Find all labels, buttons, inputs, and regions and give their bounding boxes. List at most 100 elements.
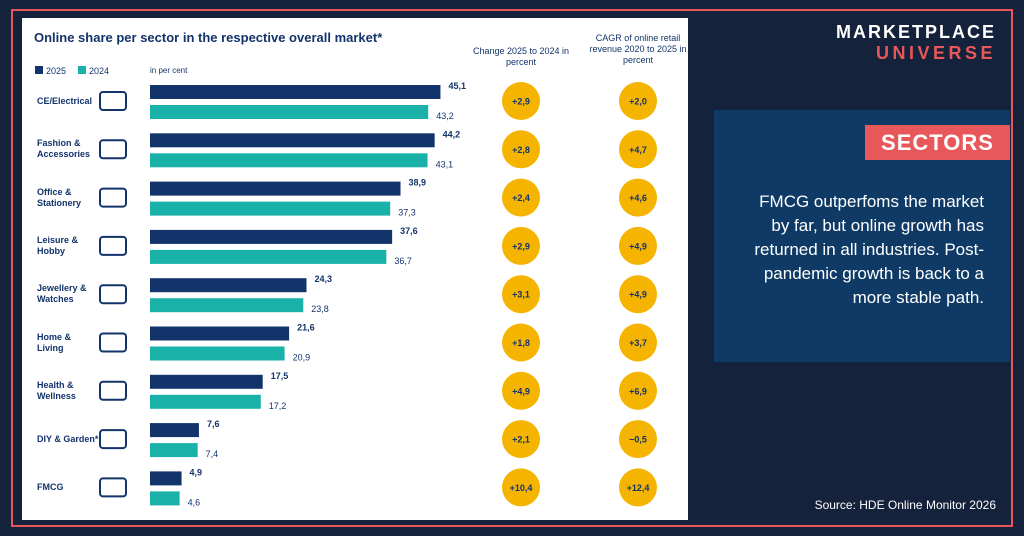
category-icon (99, 91, 127, 111)
change-badge (619, 468, 657, 507)
badge-label: +4,6 (629, 193, 647, 203)
bar (150, 181, 401, 196)
brand: MARKETPLACE (836, 22, 996, 42)
frame (11, 9, 1013, 527)
unit-label: in per cent (150, 66, 188, 75)
sidebar-text: FMCG outperfoms the market by far, but o… (754, 192, 984, 307)
category-label: Office & Stationery (37, 186, 82, 208)
category-icon (99, 187, 127, 208)
value-label: 20,9 (293, 353, 311, 363)
change-badge (502, 468, 540, 507)
bar (150, 326, 290, 341)
value-label: 45,1 (448, 81, 466, 91)
category-icon (99, 139, 127, 160)
category-icon (99, 429, 127, 450)
bar (150, 374, 263, 389)
change-badge (502, 420, 540, 459)
badge-label: −0,5 (629, 435, 647, 445)
change-badge (619, 178, 657, 217)
bar (150, 105, 429, 119)
category-label: Health & Wellness (37, 379, 76, 401)
change-badge (619, 371, 657, 410)
legend-swatch (35, 66, 43, 74)
badge-label: +10,4 (510, 483, 533, 493)
bar (150, 298, 304, 313)
value-label: 7,6 (207, 419, 220, 429)
bar (150, 346, 285, 361)
change-badge (619, 323, 657, 362)
bar (150, 443, 198, 458)
bar (150, 85, 441, 99)
bar (150, 229, 393, 244)
brand: UNIVERSE (875, 43, 996, 63)
bar (150, 278, 307, 293)
value-label: 4,6 (188, 497, 201, 507)
category-label: FMCG (37, 481, 64, 492)
value-label: 7,4 (206, 449, 219, 459)
value-label: 43,2 (436, 111, 454, 121)
category-label: Fashion & Accessories (37, 138, 91, 160)
category-icon (99, 284, 127, 305)
change-badge (619, 420, 657, 459)
badge-label: +3,1 (512, 290, 530, 300)
category-icon (99, 235, 127, 256)
chart-title: Online share per sector in the respectiv… (34, 30, 383, 45)
value-label: 21,6 (297, 323, 315, 333)
change-badge (502, 130, 540, 169)
bar (150, 201, 391, 216)
value-label: 37,6 (400, 226, 418, 236)
chart-panel (22, 18, 688, 520)
change-badge (619, 226, 657, 265)
legend-label: 2025 (46, 66, 66, 76)
category-icon (99, 477, 127, 498)
category-label: Home & Living (37, 331, 72, 353)
value-label: 36,7 (394, 256, 412, 266)
change-badge (502, 178, 540, 217)
badge-label: +4,9 (629, 290, 647, 300)
category-label: CE/Electrical (37, 95, 93, 106)
change-badge (619, 275, 657, 314)
bar (150, 394, 261, 409)
badge-label: +6,9 (629, 386, 647, 396)
category-label: Jewellery & Watches (37, 283, 87, 305)
value-label: 17,5 (271, 371, 289, 381)
category-label: Leisure & Hobby (37, 234, 79, 256)
badge-label: +2,0 (629, 97, 647, 107)
change-badge (502, 371, 540, 410)
sidebar-heading: SECTORS (865, 125, 1010, 160)
bar (150, 133, 435, 148)
value-label: 24,3 (314, 274, 332, 284)
badge-label: +3,7 (629, 338, 647, 348)
badge-label: +2,9 (512, 241, 530, 251)
source: Source: HDE Online Monitor 2026 (814, 498, 996, 512)
value-label: 17,2 (269, 401, 287, 411)
change-badge (502, 323, 540, 362)
badge-label: +1,8 (512, 338, 530, 348)
badge-label: +4,9 (512, 386, 530, 396)
value-label: 23,8 (311, 304, 329, 314)
column-title: Change 2025 to 2024 in percent (472, 46, 570, 67)
legend-label: 2024 (89, 66, 109, 76)
legend-swatch (78, 66, 86, 74)
value-label: 43,1 (436, 159, 454, 169)
category-icon (99, 380, 127, 401)
bar (150, 249, 387, 264)
value-label: 4,9 (190, 467, 203, 477)
column-title: CAGR of online retail revenue 2020 to 20… (589, 33, 687, 65)
bar (150, 491, 180, 506)
badge-label: +2,8 (512, 145, 530, 155)
value-label: 38,9 (409, 178, 427, 188)
value-label: 37,3 (398, 208, 416, 218)
change-badge (502, 226, 540, 265)
badge-label: +2,1 (512, 435, 530, 445)
change-badge (619, 130, 657, 169)
category-icon (99, 332, 127, 353)
bar (150, 471, 182, 486)
category-label: DIY & Garden* (37, 433, 99, 444)
badge-label: +2,4 (512, 193, 530, 203)
badge-label: +12,4 (627, 483, 650, 493)
bar (150, 153, 428, 168)
change-badge (502, 275, 540, 314)
